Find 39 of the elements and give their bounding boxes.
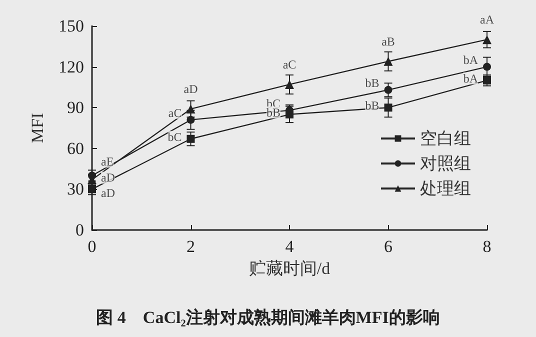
x-tick-label: 2 xyxy=(186,237,195,256)
y-tick-label: 120 xyxy=(58,57,84,76)
annotation: aB xyxy=(382,34,395,48)
point xyxy=(482,35,492,44)
annotation: aD xyxy=(184,82,198,96)
point xyxy=(186,116,195,124)
annotation: aE xyxy=(101,154,114,169)
point xyxy=(186,104,196,114)
y-tick-label: 90 xyxy=(67,98,84,118)
x-tick-label: 6 xyxy=(384,237,392,256)
point xyxy=(384,104,392,112)
y-tick-label: 150 xyxy=(58,16,84,36)
annotation: aC xyxy=(168,106,182,120)
x-axis-title: 贮藏时间/d xyxy=(248,259,331,278)
annotation: aA xyxy=(480,12,494,27)
point xyxy=(384,86,392,94)
text: 图 4 CaCl₂注射对成熟期间滩羊肉MFI的影响 xyxy=(96,308,440,327)
annotation: aD xyxy=(101,170,116,185)
x-tick-label: 8 xyxy=(482,237,492,256)
y-tick-label: 30 xyxy=(67,180,84,199)
x-tick-label: 4 xyxy=(285,237,294,256)
point xyxy=(483,62,491,71)
annotation: bB xyxy=(365,76,380,90)
annotation: bC xyxy=(168,130,182,144)
legend-label: 处理组 xyxy=(420,179,471,198)
legend-label: 空白组 xyxy=(420,129,471,148)
x-tick-label: 0 xyxy=(88,237,96,256)
y-axis-title: MFI xyxy=(28,112,47,144)
y-tick-label: 0 xyxy=(76,220,84,240)
y-tick-label: 60 xyxy=(67,138,84,158)
point xyxy=(186,134,195,143)
annotation: bA xyxy=(463,71,478,86)
legend-label: 对照组 xyxy=(420,154,471,173)
annotation: bA xyxy=(463,52,478,67)
annotation: bB xyxy=(266,105,280,120)
annotation: aD xyxy=(101,186,116,200)
annotation: aC xyxy=(282,57,296,72)
annotation: bB xyxy=(365,98,380,113)
point xyxy=(384,56,393,66)
